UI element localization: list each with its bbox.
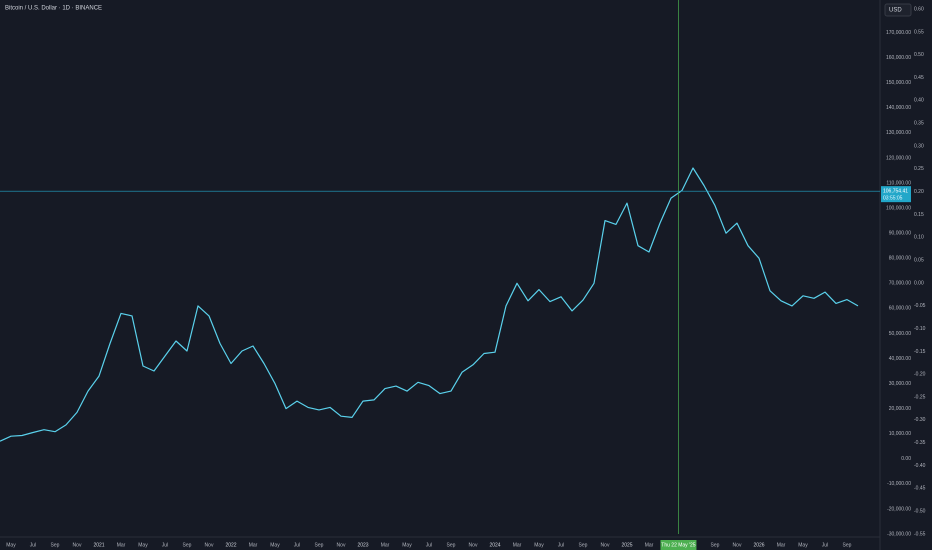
x-tick-label: Sep [315,542,324,548]
currency-button[interactable] [884,3,912,17]
x-tick-label: 2023 [357,542,368,548]
x-tick-label: Nov [73,542,82,548]
y2-tick-label: -0.45 [914,486,926,492]
y-tick-label: 50,000.00 [889,331,911,337]
y-tick-label: 0.00 [901,456,911,462]
last-price-label: 106,754.41 [883,188,908,194]
x-tick-label: Mar [513,542,522,548]
price-line [0,167,859,442]
x-tick-label: 2022 [225,542,236,548]
x-tick-label: 2024 [489,542,500,548]
x-tick-label: May [402,542,412,548]
x-tick-label: Jul [558,542,564,548]
y2-tick-label: 0.35 [914,121,924,127]
y2-tick-label: -0.25 [914,394,926,400]
x-tick-label: Sep [447,542,456,548]
y-tick-label: 20,000.00 [889,406,911,412]
x-tick-label: Mar [117,542,126,548]
y2-tick-label: -0.30 [914,417,926,423]
y2-tick-label: -0.15 [914,349,926,355]
x-tick-label: Mar [777,542,786,548]
x-tick-label: Mar [381,542,390,548]
x-tick-label: 2021 [93,542,104,548]
y2-tick-label: 0.25 [914,166,924,172]
y2-tick-label: 0.20 [914,189,924,195]
y-tick-label: -30,000.00 [887,531,911,537]
x-tick-label: Jul [30,542,36,548]
y2-tick-label: 0.50 [914,52,924,58]
x-tick-label: Nov [337,542,346,548]
chart-title: Bitcoin / U.S. Dollar · 1D · BINANCE [5,6,102,12]
crosshair-date-box [660,540,697,550]
x-tick-label: Sep [183,542,192,548]
x-tick-label: May [270,542,280,548]
y2-tick-label: -0.50 [914,509,926,515]
x-tick-label: May [798,542,808,548]
y-tick-label: 170,000.00 [886,30,911,36]
y-tick-label: 130,000.00 [886,130,911,136]
x-tick-label: Jul [162,542,168,548]
x-tick-label: Nov [205,542,214,548]
countdown-label: 03:55:05 [883,195,903,201]
y2-tick-label: -0.55 [914,531,926,537]
x-tick-label: Sep [711,542,720,548]
y-tick-label: 120,000.00 [886,155,911,161]
currency-label[interactable]: USD [889,8,902,14]
y2-tick-label: -0.05 [914,303,926,309]
x-tick-label: Mar [249,542,258,548]
x-tick-label: May [138,542,148,548]
x-tick-label: May [534,542,544,548]
y-tick-label: 40,000.00 [889,356,911,362]
y2-tick-label: 0.45 [914,75,924,81]
x-tick-label: Jul [294,542,300,548]
x-tick-label: 2025 [621,542,632,548]
x-tick-label: Sep [51,542,60,548]
y2-tick-label: -0.35 [914,440,926,446]
y-tick-label: 150,000.00 [886,80,911,86]
x-tick-label: Nov [733,542,742,548]
y-tick-label: 30,000.00 [889,381,911,387]
y2-tick-label: 0.60 [914,6,924,12]
x-tick-label: May [6,542,16,548]
x-tick-label: Jul [426,542,432,548]
crosshair-date-label: Thu 22 May '25 [661,542,696,548]
y-tick-label: 70,000.00 [889,281,911,287]
x-tick-label: Nov [601,542,610,548]
x-tick-label: Mar [645,542,654,548]
y-tick-label: 90,000.00 [889,230,911,236]
y2-tick-label: -0.20 [914,372,926,378]
y2-tick-label: 0.05 [914,257,924,263]
y2-tick-label: 0.55 [914,29,924,35]
last-price-box [881,186,911,203]
y-tick-label: 140,000.00 [886,105,911,111]
y-tick-label: -20,000.00 [887,506,911,512]
y2-tick-label: 0.30 [914,143,924,149]
y-tick-label: -10,000.00 [887,481,911,487]
y-tick-label: 80,000.00 [889,256,911,262]
y-tick-label: 60,000.00 [889,306,911,312]
x-tick-label: Jul [822,542,828,548]
y2-tick-label: 0.40 [914,98,924,104]
y-tick-label: 100,000.00 [886,205,911,211]
x-tick-label: 2026 [753,542,764,548]
y2-tick-label: -0.10 [914,326,926,332]
y-tick-label: 160,000.00 [886,55,911,61]
x-tick-label: Sep [843,542,852,548]
y2-tick-label: 0.15 [914,212,924,218]
y2-tick-label: 0.10 [914,235,924,241]
x-tick-label: Nov [469,542,478,548]
x-tick-label: Sep [579,542,588,548]
y2-tick-label: -0.40 [914,463,926,469]
y2-tick-label: 0.00 [914,280,924,286]
y-tick-label: 110,000.00 [886,180,911,186]
y-tick-label: 10,000.00 [889,431,911,437]
